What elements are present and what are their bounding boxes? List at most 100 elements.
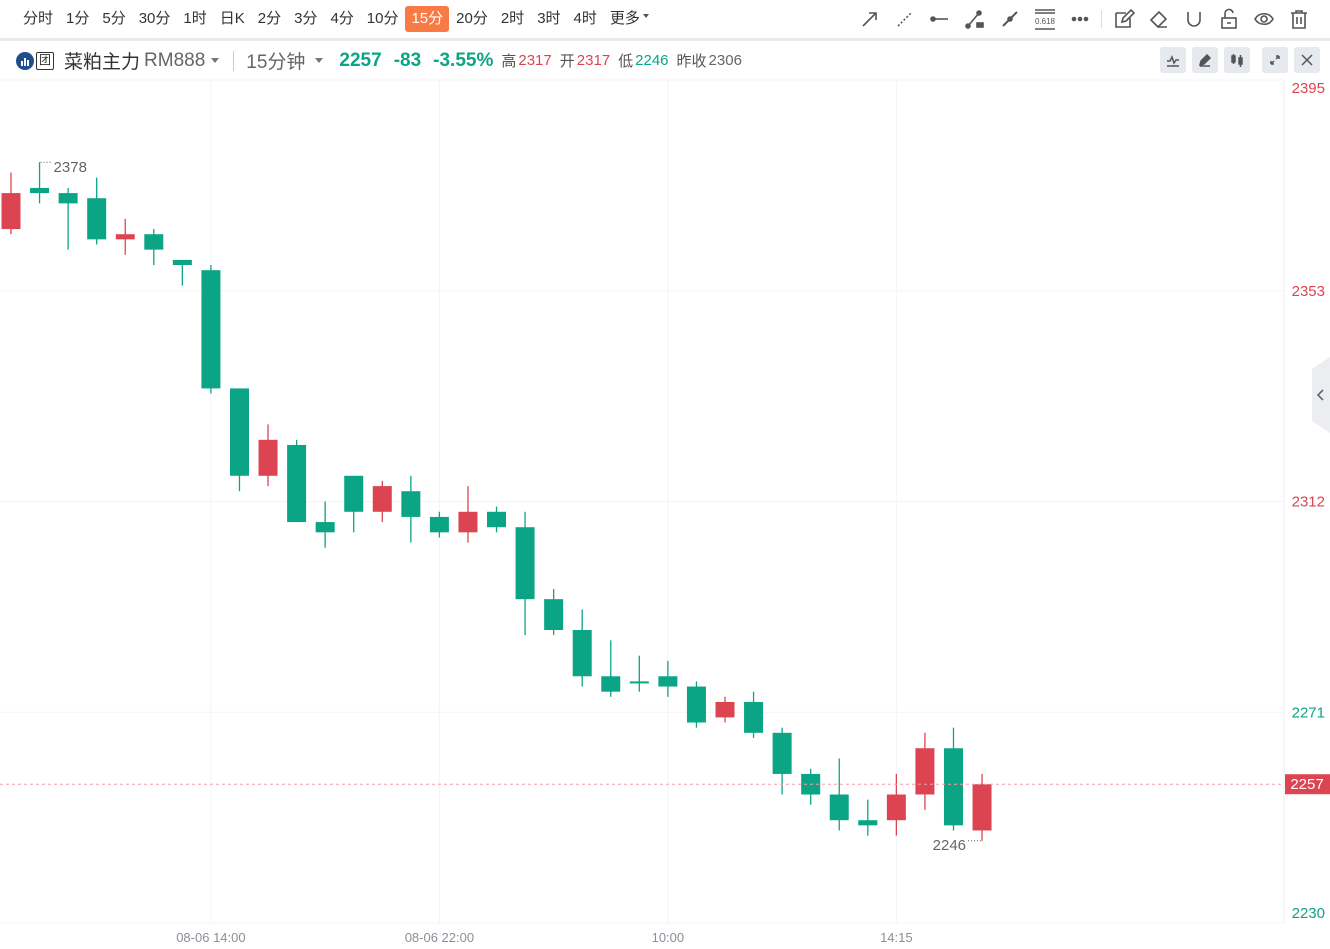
candle-body: [87, 198, 107, 240]
candle-body: [544, 599, 564, 631]
period-tab[interactable]: 1分: [66, 10, 90, 27]
candle-body: [601, 676, 621, 692]
eye-icon[interactable]: [1246, 6, 1281, 32]
magnet-icon[interactable]: [1176, 6, 1211, 32]
candle-body: [115, 234, 135, 240]
candles: [1, 162, 992, 841]
time-tick-label: 08-06 14:00: [176, 930, 245, 945]
candle-body: [943, 748, 963, 826]
open-value: 2317: [576, 52, 611, 69]
symbol-dropdown-icon[interactable]: [211, 58, 220, 67]
candle-body: [144, 234, 164, 250]
candle-body: [572, 630, 592, 677]
time-tick-label: 14:15: [880, 930, 913, 945]
candle-body: [315, 522, 335, 533]
period-tab[interactable]: 15分: [405, 6, 450, 32]
fibonacci-label: 0.618: [1034, 17, 1055, 26]
divider: [0, 38, 1330, 41]
candle-style-button[interactable]: [1224, 47, 1250, 73]
high-value: 2317: [518, 52, 552, 69]
close-button[interactable]: [1294, 47, 1320, 73]
open-label: 开: [559, 53, 575, 70]
price-tick-label: 2353: [1292, 283, 1325, 300]
symbol-info-bar: 团 菜粕主力 RM888 15分钟 2257 -83 -3.55% 高 2317 …: [0, 42, 1150, 79]
prev-close-value: 2306: [708, 52, 742, 69]
chevron-left-icon: [1316, 389, 1324, 401]
drawing-tools: 0.618: [852, 6, 1316, 32]
period-tab[interactable]: 分时: [23, 10, 54, 27]
candle-body: [401, 491, 421, 517]
price-tick-label: 2312: [1292, 494, 1325, 511]
period-tab[interactable]: 20分: [456, 10, 488, 27]
price-change-pct: -3.55%: [433, 49, 494, 71]
period-tab[interactable]: 5分: [102, 10, 126, 27]
arrow-line-icon[interactable]: [852, 6, 887, 32]
edit-icon[interactable]: [1106, 6, 1141, 32]
dashed-ray-icon[interactable]: [887, 6, 922, 32]
candle-body: [744, 701, 764, 733]
candle-body: [515, 527, 535, 600]
candle-body: [915, 748, 935, 795]
symbol-name[interactable]: 菜粕主力: [64, 52, 141, 73]
eraser-icon[interactable]: [1141, 6, 1176, 32]
min-price-label: 2246: [933, 837, 966, 854]
price-change: -83: [393, 49, 422, 71]
candle-body: [629, 681, 649, 684]
candle-body: [686, 686, 706, 723]
fibonacci-icon[interactable]: 0.618: [1027, 6, 1062, 32]
draw-button[interactable]: [1192, 47, 1218, 73]
period-tab[interactable]: 1时: [183, 10, 207, 27]
unlock-icon[interactable]: [1211, 6, 1246, 32]
divider: [233, 50, 235, 71]
candle-body: [801, 773, 821, 795]
candle-body: [715, 701, 735, 718]
candle-body: [30, 187, 50, 194]
period-tab[interactable]: 2时: [500, 10, 525, 27]
period-tab[interactable]: 4时: [573, 10, 597, 27]
segment-icon[interactable]: [957, 6, 992, 32]
candle-body: [772, 732, 792, 774]
divider: [1101, 10, 1102, 28]
axes: 2395 2353 2312 2271 2230 08-06 14:00 08-06 22:…: [0, 80, 1330, 945]
candle-body: [972, 784, 992, 831]
period-toolbar: 分时 1分 5分 30分 1时 日K 2分 3分 4分 10分 15分 20分 2时 3时 4时 更多 0.6…: [0, 0, 1330, 38]
candle-body: [172, 259, 192, 266]
price-tick-label: 2395: [1292, 80, 1325, 97]
period-tab[interactable]: 日K: [219, 10, 245, 27]
period-tab[interactable]: 10分: [366, 10, 399, 27]
more-icon[interactable]: [1062, 6, 1097, 32]
period-tab[interactable]: 4分: [330, 10, 354, 27]
current-price-label: 2257: [1290, 776, 1323, 793]
trash-icon[interactable]: [1281, 6, 1316, 32]
period-tab[interactable]: 更多: [604, 6, 655, 32]
extended-line-icon[interactable]: [992, 6, 1027, 32]
symbol-code[interactable]: RM888: [144, 49, 206, 71]
candle-body: [487, 511, 507, 528]
candle-body: [829, 794, 849, 821]
period-tab[interactable]: 30分: [138, 10, 171, 27]
chart-logo-icon: [16, 51, 34, 70]
time-tick-label: 08-06 22:00: [405, 930, 474, 945]
fullscreen-button[interactable]: [1262, 47, 1288, 73]
period-dropdown-icon[interactable]: [315, 58, 324, 67]
period-tab[interactable]: 2分: [257, 10, 282, 27]
price-tick-label: 2230: [1292, 905, 1325, 922]
prev-close-label: 昨收: [676, 53, 707, 70]
period-tab[interactable]: 3分: [294, 10, 318, 27]
candle-body: [886, 794, 906, 821]
collapse-panel-button[interactable]: [1312, 357, 1330, 433]
period-tabs: 分时 1分 5分 30分 1时 日K 2分 3分 4分 10分 15分 20分 2时 3时 4时 更多: [0, 6, 656, 32]
candle-body: [858, 820, 878, 826]
candle-body: [1, 193, 21, 230]
horizontal-line-icon[interactable]: [922, 6, 957, 32]
period-tab[interactable]: 3时: [537, 10, 561, 27]
period-select[interactable]: 15分钟: [246, 52, 306, 73]
candle-body: [458, 511, 478, 533]
candle-body: [287, 444, 307, 523]
indicator-button[interactable]: [1160, 47, 1186, 73]
low-value: 2246: [635, 52, 669, 69]
chart-actions: [1160, 47, 1320, 73]
last-price: 2257: [339, 49, 382, 71]
candle-body: [429, 516, 449, 533]
